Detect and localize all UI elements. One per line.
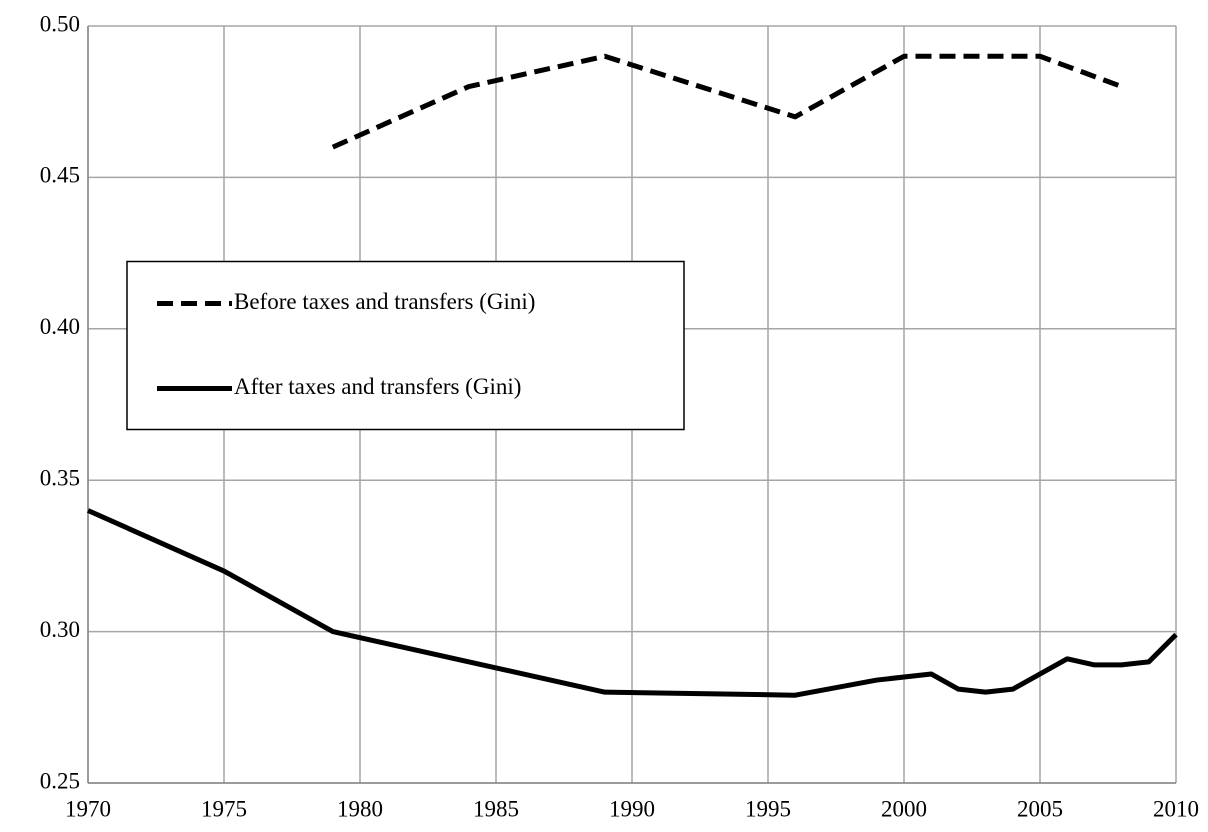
legend-label: After taxes and transfers (Gini) xyxy=(234,374,521,399)
x-tick-label: 1975 xyxy=(201,796,247,821)
x-tick-label: 1970 xyxy=(65,796,111,821)
x-tick-label: 2005 xyxy=(1017,796,1063,821)
legend-label: Before taxes and transfers (Gini) xyxy=(234,289,535,314)
line-series xyxy=(86,508,1178,698)
x-tick-label: 1995 xyxy=(745,796,791,821)
y-tick-label: 0.35 xyxy=(40,465,80,490)
y-tick-label: 0.45 xyxy=(40,163,80,188)
x-tick-label: 1990 xyxy=(609,796,655,821)
legend-box xyxy=(126,260,685,431)
x-tick-label: 2010 xyxy=(1153,796,1199,821)
x-tick-label: 2000 xyxy=(881,796,927,821)
y-tick-label: 0.50 xyxy=(40,11,80,36)
x-tick-label: 1980 xyxy=(337,796,383,821)
line-series xyxy=(331,53,1123,150)
y-tick-label: 0.40 xyxy=(40,314,80,339)
y-tick-label: 0.25 xyxy=(40,768,80,793)
y-tick-label: 0.30 xyxy=(40,617,80,642)
x-tick-label: 1985 xyxy=(473,796,519,821)
